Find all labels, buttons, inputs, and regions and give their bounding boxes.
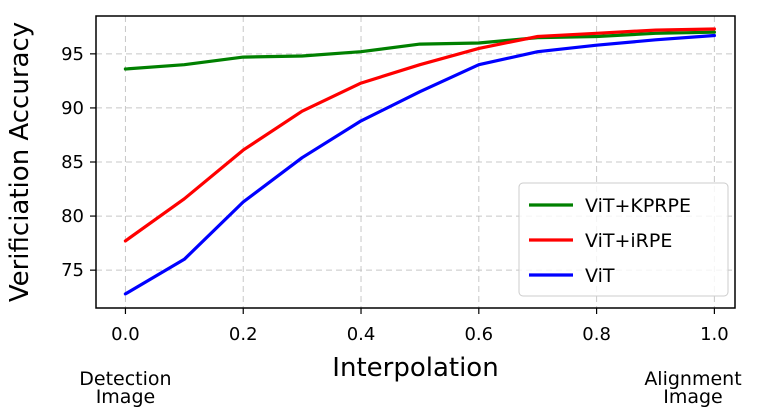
note-left-line2: Image: [96, 386, 156, 408]
series-lines: [123, 27, 717, 296]
y-tick-label: 80: [61, 206, 84, 227]
series-line-vit-irpe: [123, 27, 717, 243]
x-tick-label: 0.0: [111, 324, 140, 345]
note-left-line1: Detection: [79, 368, 171, 390]
note-right-line1: Alignment: [644, 368, 741, 390]
x-tick-label: 0.4: [347, 324, 376, 345]
legend-label: ViT+KPRPE: [585, 195, 691, 217]
x-tick-label: 0.6: [464, 324, 493, 345]
x-axis-ticks: 0.0 0.2 0.4 0.6 0.8 1.0: [111, 308, 729, 345]
x-tick-label: 0.2: [229, 324, 258, 345]
legend-box: [518, 182, 729, 297]
y-tick-label: 85: [61, 152, 84, 173]
x-tick-label: 0.8: [582, 324, 611, 345]
alignment-image-note: Alignment Image: [644, 368, 741, 408]
y-axis-ticks: 75 80 85 90 95: [61, 44, 96, 281]
detection-image-note: Detection Image: [79, 368, 171, 408]
y-tick-label: 75: [61, 260, 84, 281]
x-tick-label: 1.0: [700, 324, 729, 345]
x-axis-title: Interpolation: [332, 353, 498, 383]
legend: ViT+KPRPE ViT+iRPE ViT: [518, 182, 729, 297]
y-axis-title: Verificiation Accuracy: [5, 22, 35, 302]
legend-label: ViT: [585, 265, 615, 287]
y-tick-label: 95: [61, 44, 84, 65]
legend-label: ViT+iRPE: [585, 230, 672, 252]
series-line-vit: [123, 33, 717, 296]
y-tick-label: 90: [61, 98, 84, 119]
series-line-vit-kprpe: [123, 30, 717, 71]
note-right-line2: Image: [663, 386, 723, 408]
